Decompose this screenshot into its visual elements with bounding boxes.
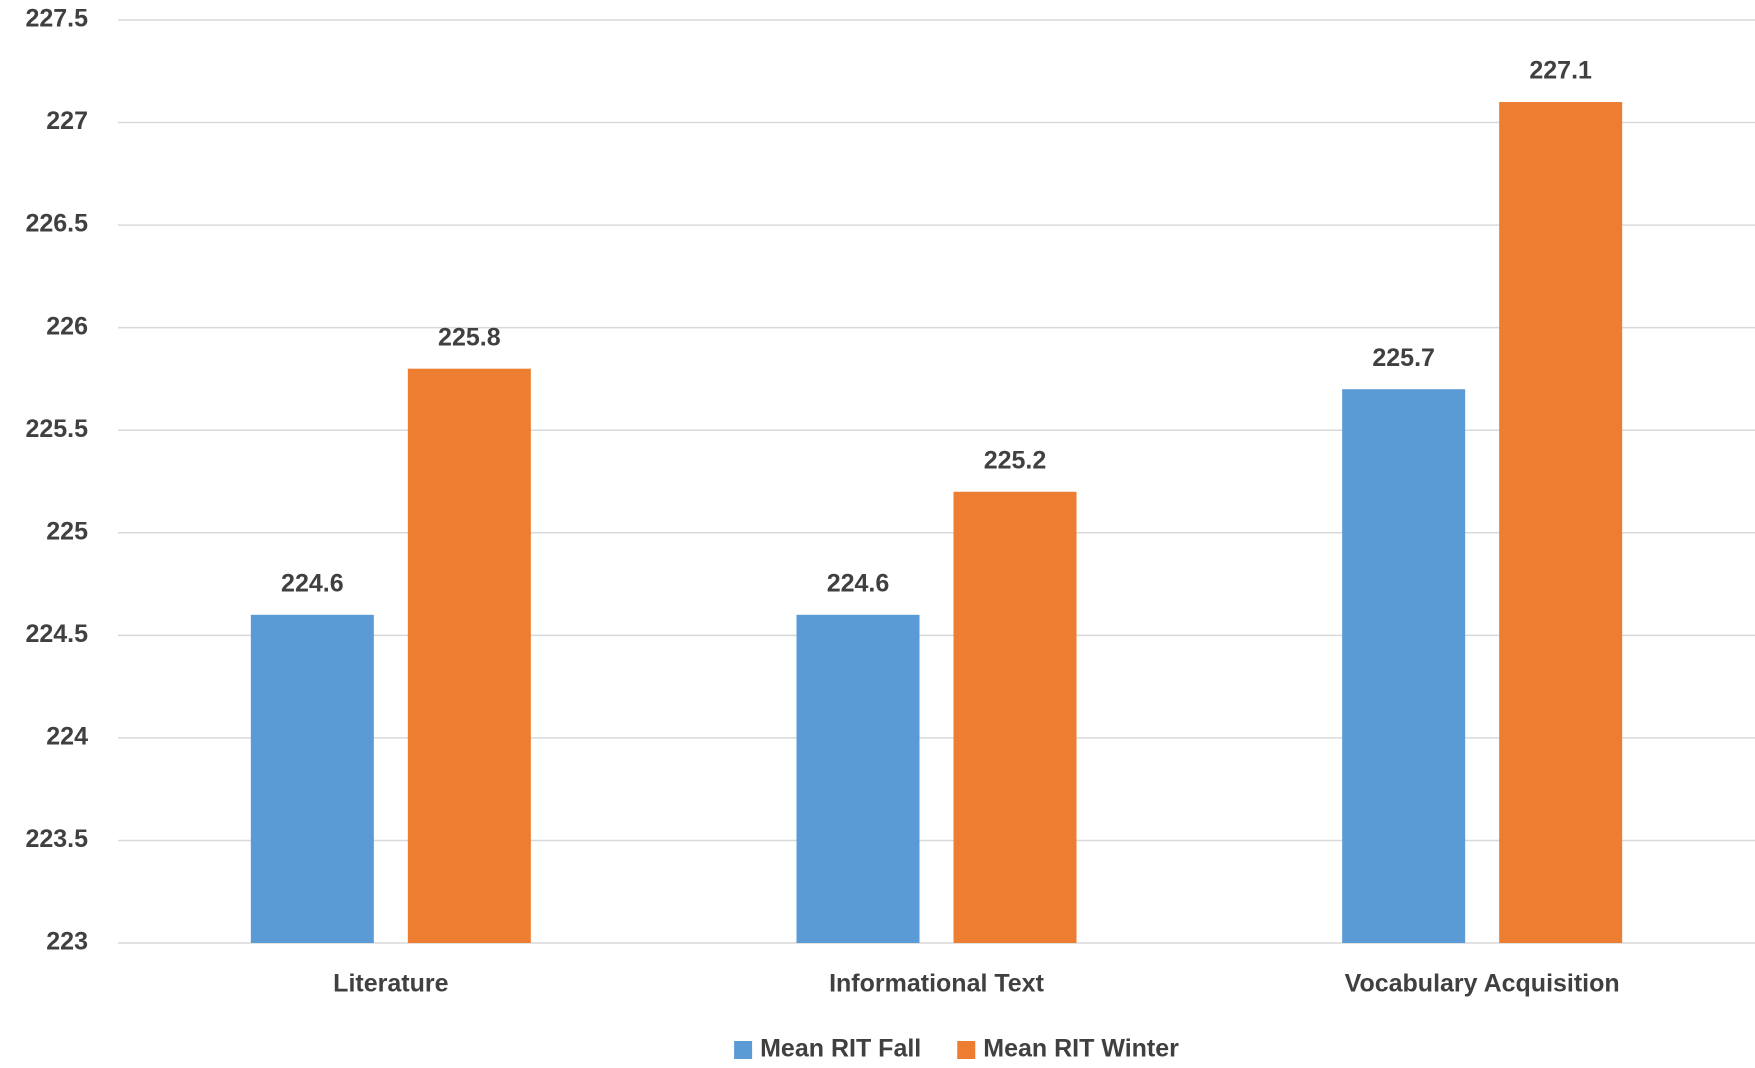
x-tick-label: Vocabulary Acquisition: [1345, 970, 1620, 998]
x-tick-label: Literature: [333, 970, 448, 998]
x-tick-label: Informational Text: [829, 970, 1045, 998]
y-tick-label: 225: [46, 517, 88, 545]
data-label: 225.2: [984, 446, 1047, 474]
legend-swatch: [734, 1041, 753, 1059]
data-label: 224.6: [281, 569, 344, 597]
data-label: 227.1: [1529, 57, 1592, 85]
legend-label: Mean RIT Winter: [983, 1035, 1179, 1063]
y-tick-label: 226: [46, 312, 88, 340]
y-tick-label: 224.5: [25, 620, 88, 648]
y-tick-label: 224: [46, 722, 88, 750]
y-tick-label: 223.5: [25, 825, 88, 853]
bar: [953, 491, 1077, 943]
bar: [407, 368, 531, 943]
data-label: 225.7: [1372, 344, 1435, 372]
y-tick-label: 227: [46, 107, 88, 135]
legend-label: Mean RIT Fall: [760, 1035, 921, 1063]
y-tick-label: 225.5: [25, 415, 88, 443]
legend-swatch: [957, 1041, 976, 1059]
y-tick-label: 226.5: [25, 210, 88, 238]
bar: [1342, 389, 1466, 943]
bar: [796, 614, 920, 943]
bar: [1499, 102, 1623, 944]
data-label: 224.6: [827, 569, 890, 597]
y-tick-label: 227.5: [25, 5, 88, 33]
bar: [250, 614, 374, 943]
y-tick-label: 223: [46, 928, 88, 956]
data-label: 225.8: [438, 323, 501, 351]
